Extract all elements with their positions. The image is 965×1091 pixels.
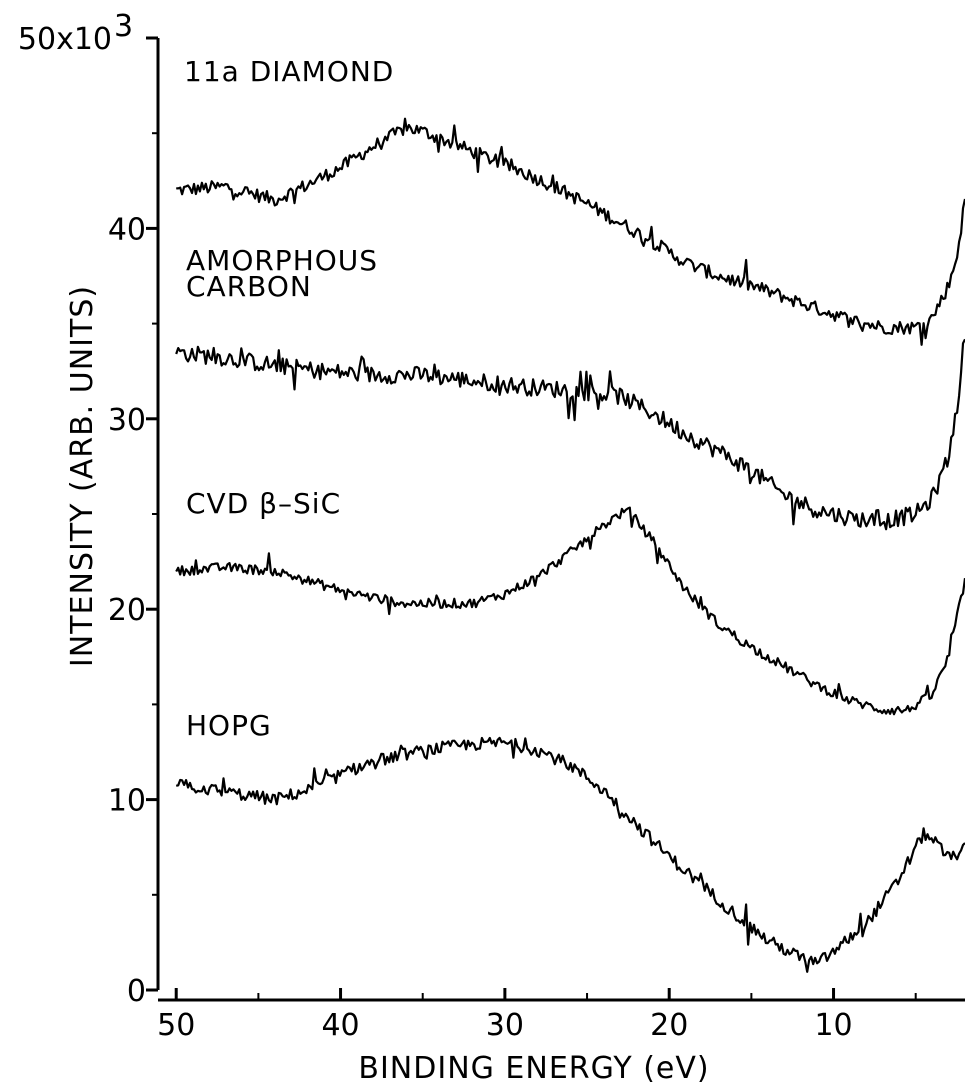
label-hopg: HOPG — [186, 709, 272, 742]
spectra-traces — [175, 117, 965, 973]
x-tick-label: 40 — [321, 1008, 359, 1043]
x-axis-title: BINDING ENERGY (eV) — [358, 1051, 709, 1086]
label-cvd-sic: CVD β–SiC — [186, 487, 341, 520]
y-tick-label: 20 — [108, 593, 146, 628]
trace-diamond — [176, 117, 965, 346]
trace-amorphous-carbon — [175, 338, 965, 531]
trace-hopg — [175, 736, 965, 973]
x-tick-label: 50 — [157, 1008, 195, 1043]
x-tick-label: 10 — [814, 1008, 852, 1043]
axes: 0 10 20 30 40 50x10 3 50 40 30 20 10 — [18, 9, 965, 1043]
y-tick-label: 30 — [108, 403, 146, 438]
y-axis-title: INTENSITY (ARB. UNITS) — [65, 285, 100, 667]
x-tick-label: 20 — [650, 1008, 688, 1043]
label-amorphous-carbon-line2: CARBON — [186, 270, 312, 303]
y-tick-label: 0 — [127, 974, 146, 1009]
y-tick-label: 50x10 — [18, 22, 112, 57]
x-tick-label: 30 — [486, 1008, 524, 1043]
y-tick-label: 10 — [108, 784, 146, 819]
label-amorphous-carbon-line1: AMORPHOUS — [186, 244, 378, 277]
y-tick-exponent: 3 — [114, 9, 133, 44]
y-tick-label: 40 — [108, 212, 146, 247]
trace-cvd-sic — [175, 506, 965, 716]
label-diamond: 11a DIAMOND — [184, 55, 394, 88]
